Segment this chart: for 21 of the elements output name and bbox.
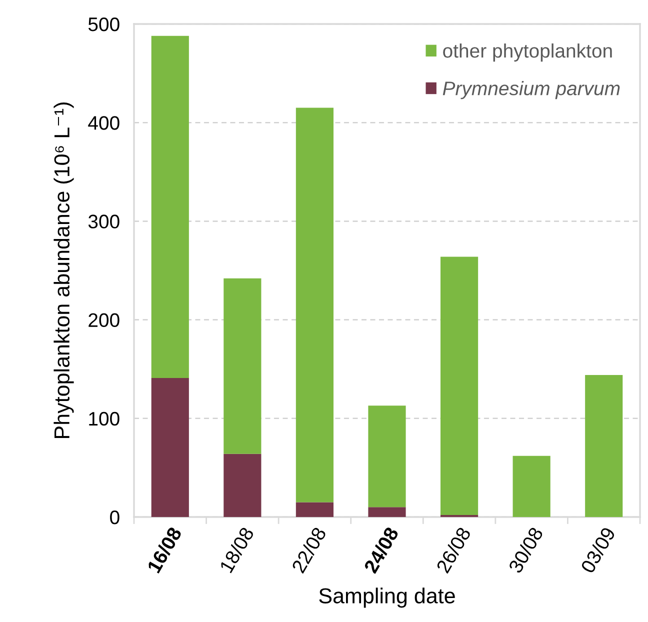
bar — [585, 375, 623, 517]
y-tick-label: 200 — [88, 313, 120, 328]
y-tick-label: 500 — [88, 17, 120, 32]
bar — [512, 456, 550, 517]
legend-label: other phytoplankton — [443, 43, 612, 62]
bar — [368, 507, 406, 517]
bar — [296, 502, 334, 517]
x-axis-title: Sampling date — [319, 588, 455, 608]
legend-label: Prymnesium parvum — [442, 81, 620, 100]
bar — [224, 454, 262, 517]
y-tick-label: 100 — [89, 412, 120, 426]
y-tick-label: 0 — [110, 510, 120, 524]
bar — [296, 108, 334, 502]
bar — [151, 36, 189, 378]
bar — [151, 378, 189, 517]
y-axis-title: Phytoplankton abundance (10⁶ L⁻¹) — [54, 102, 74, 438]
bar — [368, 406, 406, 508]
y-tick-label: 400 — [88, 116, 120, 130]
y-tick-label: 300 — [88, 214, 120, 228]
bar — [224, 278, 262, 454]
bar — [440, 256, 478, 516]
